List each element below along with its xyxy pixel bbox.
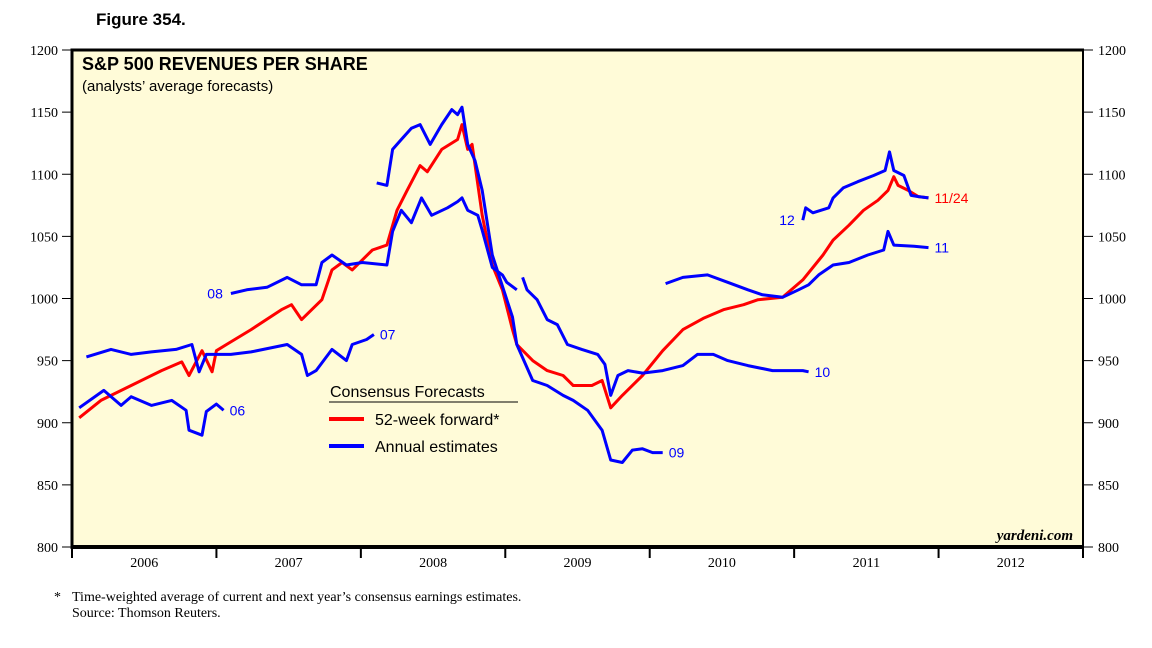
series-labels: 11/24 06 07 08 09 10 11 12 <box>207 190 968 461</box>
footnote-marker: * <box>54 590 61 605</box>
series-line-08 <box>230 196 518 295</box>
legend-title: Consensus Forecasts <box>330 384 485 401</box>
series-line-10 <box>521 276 809 397</box>
plot-frame <box>70 48 1084 549</box>
y-tick-label-left: 900 <box>37 417 58 432</box>
y-tick-label-left: 1100 <box>31 168 58 183</box>
y-axis: 800 800 850 850 900 900 950 950 1000 1000 1050 1050… <box>30 44 1126 556</box>
series-label: 10 <box>815 364 831 380</box>
source-note: Source: Thomson Reuters. <box>72 606 221 621</box>
series-label: 08 <box>207 286 223 302</box>
series-label: 07 <box>380 327 396 343</box>
x-tick-label: 2009 <box>564 556 592 571</box>
x-tick-label: 2012 <box>997 556 1025 571</box>
series-line-11-24 <box>78 123 929 419</box>
y-tick-label-right: 1150 <box>1098 106 1125 121</box>
legend-label-annual: Annual estimates <box>375 439 498 456</box>
y-tick-label-left: 950 <box>37 355 58 370</box>
y-tick-label-right: 1050 <box>1098 230 1126 245</box>
y-tick-label-right: 1200 <box>1098 44 1126 59</box>
series-label: 09 <box>669 445 685 461</box>
series-line-07 <box>85 333 375 377</box>
plot-background <box>72 50 1083 547</box>
x-tick-label: 2007 <box>275 556 303 571</box>
series-label: 11 <box>934 240 949 256</box>
footnote: Time-weighted average of current and nex… <box>72 590 522 605</box>
y-tick-label-left: 1000 <box>30 293 58 308</box>
y-tick-label-left: 1050 <box>30 230 58 245</box>
figure-label: Figure 354. <box>96 10 186 29</box>
y-tick-label-right: 800 <box>1098 541 1119 556</box>
y-tick-label-right: 950 <box>1098 355 1119 370</box>
series-label: 06 <box>230 402 246 418</box>
series-line-12 <box>801 150 929 221</box>
series-line-11 <box>665 229 929 299</box>
series-label: 11/24 <box>934 190 968 206</box>
y-tick-label-left: 1200 <box>30 44 58 59</box>
legend-label-forward: 52-week forward* <box>375 412 500 429</box>
y-tick-label-right: 900 <box>1098 417 1119 432</box>
series-label: 12 <box>779 212 795 228</box>
x-tick-label: 2010 <box>708 556 736 571</box>
series-lines <box>78 105 929 464</box>
chart-subtitle: (analysts’ average forecasts) <box>82 78 273 95</box>
y-tick-label-left: 800 <box>37 541 58 556</box>
series-line-06 <box>78 388 225 437</box>
series-line-09 <box>376 105 663 464</box>
y-tick-label-right: 1000 <box>1098 293 1126 308</box>
x-tick-label: 2011 <box>853 556 880 571</box>
chart-title: S&P 500 REVENUES PER SHARE <box>82 54 368 74</box>
y-tick-label-right: 850 <box>1098 479 1119 494</box>
x-axis: 2006 2007 2008 2009 2010 2011 2012 <box>71 547 1084 571</box>
legend: Consensus Forecasts 52-week forward* Ann… <box>329 384 518 456</box>
watermark: yardeni.com <box>995 528 1073 544</box>
y-tick-label-left: 1150 <box>31 106 58 121</box>
x-tick-label: 2006 <box>130 556 158 571</box>
x-tick-label: 2008 <box>419 556 447 571</box>
y-tick-label-left: 850 <box>37 479 58 494</box>
y-tick-label-right: 1100 <box>1098 168 1125 183</box>
